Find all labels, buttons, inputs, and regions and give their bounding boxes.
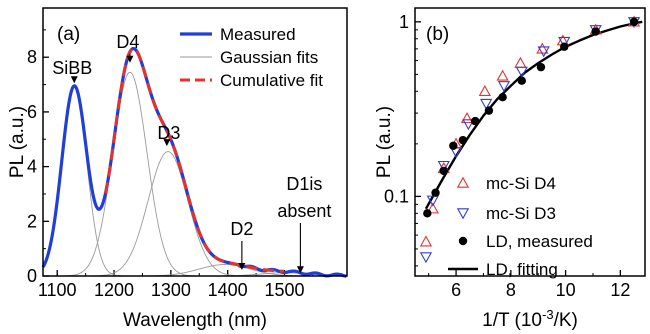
annotation-d4: D4 xyxy=(116,32,139,52)
x-tick-label: 8 xyxy=(506,280,516,300)
legend-label-1: mc-Si D3 xyxy=(486,204,556,223)
annotation-d1-arrow-head xyxy=(296,266,304,274)
series-2-point xyxy=(471,116,480,126)
series-0-point xyxy=(460,112,474,124)
annotation-d3-arrow-head xyxy=(163,139,171,147)
y-tick-label: 4 xyxy=(27,157,37,177)
series-0-point xyxy=(514,56,527,68)
series-2-point xyxy=(560,42,569,51)
panel-b-ticks: 6 8 10 12 0.1 1 xyxy=(384,12,630,300)
series-1-point xyxy=(515,66,528,78)
legend-label-2: LD, measured xyxy=(486,232,593,251)
y-tick-label: 8 xyxy=(27,47,37,67)
panel-b-frame xyxy=(414,7,646,277)
x-tick-label: 6 xyxy=(451,280,461,300)
series-2-point xyxy=(629,17,639,27)
annotation-d1is: D1is xyxy=(286,174,322,194)
panel-a-xlabel: Wavelength (nm) xyxy=(123,310,267,331)
series-1-point xyxy=(419,252,433,264)
panel-b-series xyxy=(419,15,643,264)
panel-a-frame xyxy=(42,7,348,277)
legend-label-3: LD, fitting xyxy=(486,260,558,279)
series-1-point xyxy=(497,81,511,93)
series-1-point xyxy=(558,36,571,48)
series-0-point xyxy=(478,84,491,97)
series-0-point xyxy=(426,202,439,214)
series-2-point xyxy=(498,93,507,102)
series-1-point xyxy=(462,119,475,131)
legend-label-2: Cumulative fit xyxy=(220,71,323,90)
y-tick-label: 0 xyxy=(27,266,37,286)
x-tick-label: 1100 xyxy=(38,280,77,300)
legend-swatch-0 xyxy=(456,176,470,188)
series-1-point xyxy=(480,98,493,110)
legend-label-1: Gaussian fits xyxy=(220,48,318,67)
annotation-d4-arrow-head xyxy=(126,55,134,63)
panel-a-legend: Measured Gaussian fits Cumulative fit xyxy=(180,25,323,90)
cumulative-fit-line xyxy=(104,47,285,273)
series-1-point xyxy=(437,160,450,172)
legend-swatch-1 xyxy=(456,208,470,220)
legend-swatch-2 xyxy=(458,236,468,246)
series-2-point xyxy=(423,209,432,218)
series-2-point xyxy=(449,141,458,150)
series-2-point xyxy=(431,188,440,197)
series-2-point xyxy=(484,106,494,115)
series-2-point xyxy=(517,76,526,85)
legend-label-0: mc-Si D4 xyxy=(486,174,556,193)
panel-b-legend: mc-Si D4 mc-Si D3 LD, measured LD, fitting xyxy=(448,174,593,279)
series-0-point xyxy=(419,235,433,247)
y-tick-label: 1 xyxy=(399,12,409,32)
y-tick-label: 0.1 xyxy=(384,186,409,206)
series-0-point xyxy=(496,69,509,81)
panel-b: 6 8 10 12 0.1 1 mc-Si D4 mc-Si D3 LD, measured L… xyxy=(374,7,646,331)
annotation-sibb-arrow-head xyxy=(70,76,78,84)
y-tick-label: 2 xyxy=(27,211,37,231)
x-tick-label: 10 xyxy=(556,280,576,300)
x-tick-label: 1500 xyxy=(264,280,304,300)
series-2-point xyxy=(439,166,448,176)
annotation-d2: D2 xyxy=(230,219,253,239)
y-tick-label: 6 xyxy=(27,102,37,122)
x-tick-label: 1200 xyxy=(94,280,134,300)
x-tick-label: 1400 xyxy=(208,280,248,300)
series-1-point xyxy=(537,46,550,58)
panel-b-label: (b) xyxy=(426,24,449,45)
annotation-absent: absent xyxy=(277,201,331,221)
series-2-point xyxy=(591,27,600,36)
panel-a-annotations: SiBB D4 D3 D2 D1is absent xyxy=(52,32,331,274)
panel-b-xlabel: 1/T (10-3/K) xyxy=(482,307,578,331)
panel-a-ylabel: PL (a.u.) xyxy=(7,106,28,178)
x-tick-label: 1300 xyxy=(151,280,191,300)
annotation-d2-arrow-head xyxy=(238,262,246,270)
panel-a: 1100 1200 1300 1400 1500 0 2 4 6 8 SiBB D4 D3 D2 D1is… xyxy=(7,7,348,331)
series-1-point xyxy=(426,195,439,207)
series-2-point xyxy=(458,135,468,145)
annotation-d3: D3 xyxy=(157,123,180,143)
panel-a-label: (a) xyxy=(57,24,80,45)
x-tick-label: 12 xyxy=(610,280,630,300)
panel-b-ylabel: PL (a.u.) xyxy=(374,106,395,178)
annotation-sibb: SiBB xyxy=(52,58,92,78)
legend-label-0: Measured xyxy=(220,25,296,44)
series-2-point xyxy=(536,62,546,72)
